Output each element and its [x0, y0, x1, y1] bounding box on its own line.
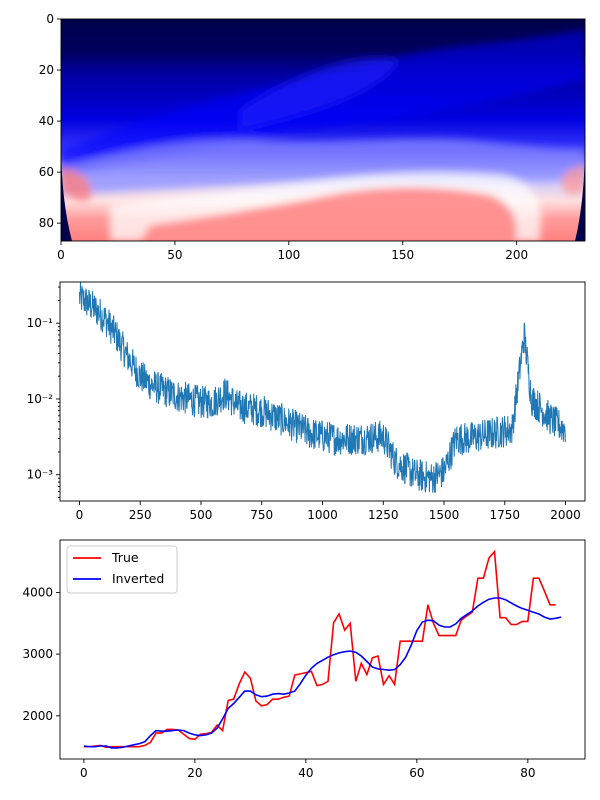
- spectrum-ytick-label: 10⁻²: [27, 392, 54, 406]
- profile-xtick-label: 40: [298, 766, 313, 780]
- profile-xtick-label: 20: [187, 766, 202, 780]
- spectrum-ytick-label: 10⁻³: [27, 468, 54, 482]
- spectrum-frame: [59, 281, 586, 502]
- heatmap-ytick-label: 60: [39, 165, 54, 179]
- heatmap-xtick-label: 100: [277, 248, 300, 262]
- heatmap-ytick-label: 40: [39, 114, 54, 128]
- heatmap-streak: [240, 57, 400, 130]
- heatmap-frame: [60, 18, 586, 242]
- heatmap-features: [61, 30, 585, 241]
- spectrum-xtick-label: 1500: [429, 508, 460, 522]
- true-series-line: [83, 549, 556, 749]
- heatmap-ytick-label: 20: [39, 63, 54, 77]
- profile-ytick-label: 3000: [22, 647, 53, 661]
- heatmap-red-zone: [140, 187, 517, 241]
- heatmap-xtick-label: 50: [167, 248, 182, 262]
- heatmap-mask-left: [61, 19, 72, 241]
- heatmap-red-right: [561, 165, 585, 195]
- spectrum-xtick-label: 1000: [307, 508, 338, 522]
- spectrum-series-line: [78, 282, 566, 493]
- spectrum-panel: 0 250 500 750 1000 1250 1500 1750 2000 10⁻³ 10⁻² 10…: [27, 281, 586, 522]
- heatmap-xtick-label: 0: [57, 248, 65, 262]
- profile-xtick-label: 80: [520, 766, 535, 780]
- spectrum-ytick-label: 10⁻¹: [27, 316, 54, 330]
- spectrum-xtick-label: 250: [129, 508, 152, 522]
- spectrum-xtick-label: 1250: [368, 508, 399, 522]
- profile-xtick-label: 60: [409, 766, 424, 780]
- profile-xtick-label: 0: [80, 766, 88, 780]
- heatmap-ticks: 0 50 100 150 200 0 20 40 60 80: [39, 12, 528, 262]
- spectrum-ticks: 0 250 500 750 1000 1250 1500 1750 2000 10⁻³ 10⁻² 10…: [27, 286, 581, 522]
- profile-ytick-label: 2000: [22, 709, 53, 723]
- heatmap-image: [61, 19, 585, 241]
- profile-ytick-label: 4000: [22, 585, 53, 599]
- heatmap-mask-right: [575, 19, 585, 241]
- legend-inverted-label: Inverted: [112, 571, 164, 586]
- legend-true-label: True: [111, 550, 139, 565]
- profile-frame: [59, 539, 586, 760]
- spectrum-xtick-label: 500: [190, 508, 213, 522]
- heatmap-panel: 0 50 100 150 200 0 20 40 60 80: [39, 12, 586, 262]
- heatmap-red-left: [61, 168, 91, 202]
- heatmap-ytick-label: 0: [46, 12, 54, 26]
- heatmap-ytick-label: 80: [39, 216, 54, 230]
- profile-panel: 0 20 40 60 80 2000 3000 4000 True Inverted: [22, 539, 586, 780]
- legend: True Inverted: [66, 545, 178, 594]
- inverted-series-line: [83, 597, 562, 749]
- spectrum-xtick-label: 1750: [490, 508, 521, 522]
- spectrum-xtick-label: 2000: [550, 508, 581, 522]
- heatmap-xtick-label: 200: [505, 248, 528, 262]
- heatmap-light-band: [61, 138, 585, 195]
- spectrum-xtick-label: 0: [76, 508, 84, 522]
- profile-ticks: 0 20 40 60 80 2000 3000 4000: [22, 585, 535, 780]
- spectrum-xtick-label: 750: [250, 508, 273, 522]
- heatmap-xtick-label: 150: [391, 248, 414, 262]
